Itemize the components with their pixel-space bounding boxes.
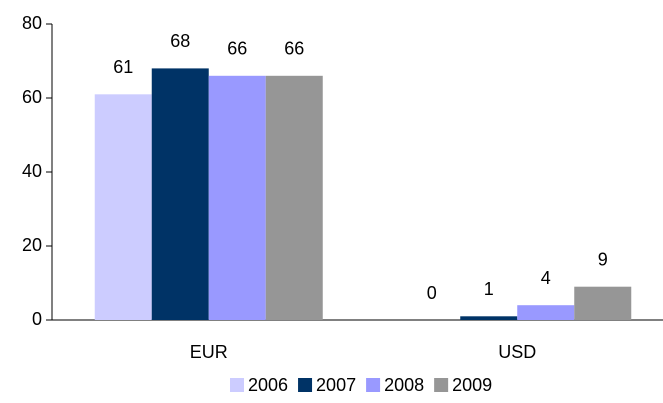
- x-tick-label: EUR: [190, 342, 228, 362]
- bar: [460, 316, 518, 320]
- y-tick-label: 80: [22, 13, 42, 33]
- y-tick-label: 60: [22, 87, 42, 107]
- legend-label: 2007: [316, 375, 356, 395]
- value-label: 66: [284, 39, 304, 59]
- legend-label: 2009: [452, 375, 492, 395]
- legend-swatch: [230, 378, 244, 392]
- y-tick-label: 20: [22, 235, 42, 255]
- y-tick-label: 0: [32, 309, 42, 329]
- value-label: 0: [427, 283, 437, 303]
- value-label: 1: [484, 279, 494, 299]
- value-label: 61: [113, 57, 133, 77]
- legend-label: 2008: [384, 375, 424, 395]
- value-label: 4: [541, 268, 551, 288]
- legend-swatch: [298, 378, 313, 392]
- legend-swatch: [434, 378, 449, 392]
- bar: [94, 94, 152, 320]
- legend-swatch: [366, 378, 381, 392]
- value-label: 66: [227, 39, 247, 59]
- legend-label: 2006: [248, 375, 288, 395]
- y-tick-label: 40: [22, 161, 42, 181]
- x-tick-label: USD: [498, 342, 536, 362]
- value-label: 68: [170, 31, 190, 51]
- bar: [574, 286, 632, 320]
- value-label: 9: [598, 249, 608, 269]
- bar: [151, 68, 209, 321]
- bar: [517, 305, 575, 320]
- bar: [208, 75, 266, 320]
- bar: [265, 75, 323, 320]
